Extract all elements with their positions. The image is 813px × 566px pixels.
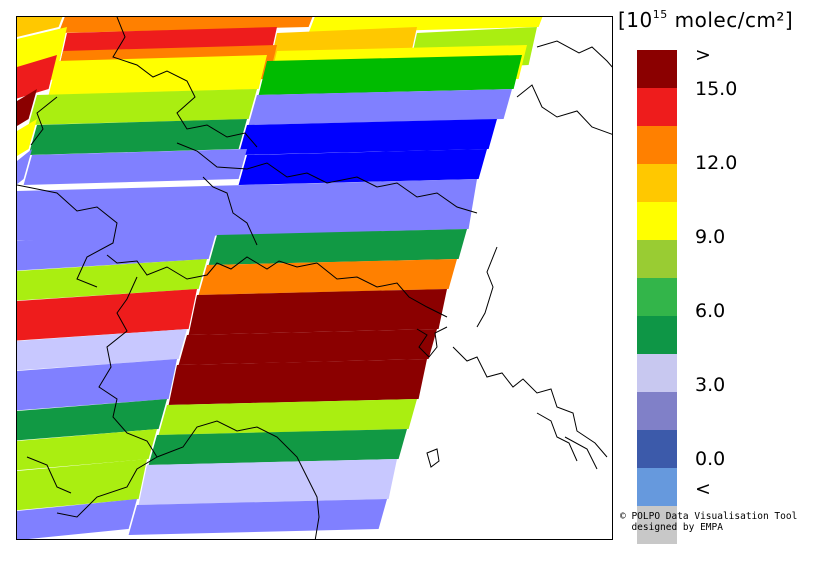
- satellite-pixel: [178, 329, 437, 365]
- satellite-pixel: [17, 55, 57, 99]
- tropospheric-column-map: [17, 17, 612, 539]
- satellite-pixel: [17, 399, 167, 441]
- colorbar-tick-label: <: [695, 478, 711, 500]
- satellite-pixel: [28, 89, 257, 125]
- satellite-pixel: [17, 289, 197, 341]
- colorbar-swatch: [637, 164, 677, 202]
- satellite-pixel: [238, 149, 487, 185]
- satellite-pixel: [17, 149, 32, 185]
- colorbar-tick-label: 0.0: [695, 448, 726, 470]
- satellite-pixel: [17, 459, 147, 511]
- country-borders: [17, 17, 612, 539]
- colorbar-swatch: [637, 506, 677, 544]
- colorbar-swatch: [637, 430, 677, 468]
- satellite-pixel: [128, 499, 387, 535]
- colorbar-tick-label: >: [695, 44, 711, 66]
- satellite-pixel-layer: [17, 17, 543, 539]
- credit-text: © POLPO Data Visualisation Tool designed…: [620, 511, 798, 533]
- colorbar-swatch: [637, 202, 677, 240]
- satellite-pixel: [168, 359, 427, 405]
- colorbar-swatch: [637, 50, 677, 88]
- map-panel: [16, 16, 613, 540]
- satellite-pixel: [188, 289, 447, 335]
- satellite-pixel: [17, 89, 37, 126]
- satellite-pixel: [248, 89, 512, 125]
- legend-title: [1015 molec/cm²]: [618, 8, 794, 32]
- satellite-pixel: [17, 429, 157, 471]
- satellite-pixel: [17, 119, 37, 156]
- colorbar-tick-label: 3.0: [695, 374, 726, 396]
- colorbar-swatch: [637, 316, 677, 354]
- satellite-pixel: [308, 17, 543, 33]
- colorbar-swatch: [637, 240, 677, 278]
- colorbar-swatch: [637, 354, 677, 392]
- colorbar-tick-label: 15.0: [695, 78, 738, 100]
- satellite-pixel: [138, 459, 397, 505]
- satellite-pixel: [28, 119, 247, 155]
- satellite-pixel: [258, 55, 522, 95]
- satellite-pixel: [17, 259, 207, 301]
- colorbar-swatch: [637, 88, 677, 126]
- colorbar-swatch: [637, 392, 677, 430]
- colorbar: [637, 50, 677, 544]
- satellite-pixel: [198, 259, 457, 295]
- colorbar-swatch: [637, 468, 677, 506]
- colorbar-swatch: [637, 126, 677, 164]
- satellite-pixel: [17, 359, 177, 411]
- satellite-pixel: [17, 179, 477, 241]
- satellite-pixel: [208, 229, 467, 265]
- satellite-pixel: [17, 329, 187, 371]
- satellite-pixel: [23, 149, 247, 185]
- satellite-pixel: [17, 499, 137, 539]
- colorbar-tick-label: 12.0: [695, 152, 738, 174]
- satellite-pixel: [158, 399, 417, 435]
- satellite-pixel: [17, 229, 217, 271]
- colorbar-tick-label: 9.0: [695, 226, 726, 248]
- satellite-pixel: [238, 119, 497, 155]
- colorbar-tick-label: 6.0: [695, 300, 726, 322]
- colorbar-swatch: [637, 278, 677, 316]
- satellite-pixel: [148, 429, 407, 465]
- satellite-pixel: [17, 17, 63, 37]
